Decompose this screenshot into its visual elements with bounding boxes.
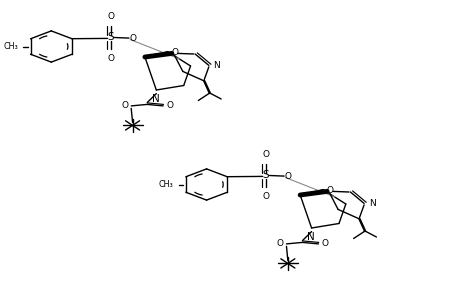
Text: CH₃: CH₃ [3, 42, 18, 51]
Text: O: O [171, 48, 178, 57]
Text: O: O [321, 239, 328, 248]
Text: N: N [151, 94, 159, 103]
Text: S: S [262, 170, 269, 181]
Text: O: O [276, 239, 283, 248]
Text: CH₃: CH₃ [158, 180, 173, 189]
Text: O: O [107, 54, 114, 63]
Text: N: N [213, 61, 220, 70]
Text: S: S [107, 32, 114, 43]
Text: O: O [262, 150, 269, 159]
Text: O: O [284, 172, 291, 181]
Text: O: O [129, 34, 136, 43]
Text: O: O [166, 101, 173, 110]
Text: O: O [325, 186, 333, 195]
Text: O: O [262, 192, 269, 201]
Text: N: N [368, 199, 375, 208]
Text: N: N [306, 232, 314, 242]
Text: O: O [121, 101, 128, 110]
Text: O: O [107, 12, 114, 21]
